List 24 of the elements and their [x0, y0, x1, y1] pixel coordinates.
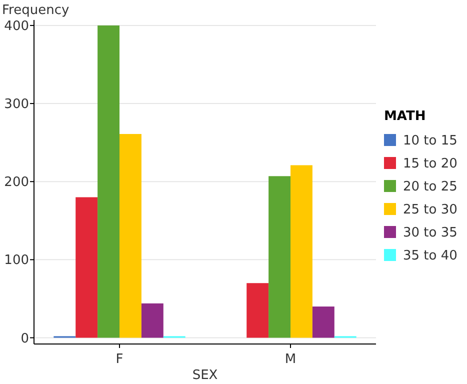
x-axis-title: SEX	[192, 368, 218, 383]
bar	[98, 25, 120, 338]
y-axis-title: Frequency	[2, 3, 70, 18]
legend-label: 35 to 40	[403, 248, 458, 264]
legend-label: 20 to 25	[403, 180, 458, 195]
y-tick-label: 0	[20, 331, 29, 346]
bar	[120, 134, 142, 338]
legend-label: 25 to 30	[403, 202, 458, 218]
y-tick-label: 200	[4, 175, 29, 190]
legend-label: 15 to 20	[403, 156, 458, 172]
y-tick-label: 300	[4, 97, 29, 112]
bar	[312, 306, 334, 338]
bar	[141, 303, 164, 338]
bar	[246, 283, 269, 338]
y-tick-label: 400	[4, 19, 29, 34]
bar	[268, 176, 290, 338]
legend-label: 10 to 15	[403, 134, 458, 149]
legend-title: MATH	[384, 109, 426, 124]
legend-label: 30 to 35	[403, 226, 458, 241]
x-tick-label: F	[116, 352, 124, 367]
bar	[290, 165, 312, 338]
x-tick-label: M	[284, 352, 296, 367]
bar	[76, 197, 98, 338]
y-tick-label: 100	[4, 253, 29, 268]
